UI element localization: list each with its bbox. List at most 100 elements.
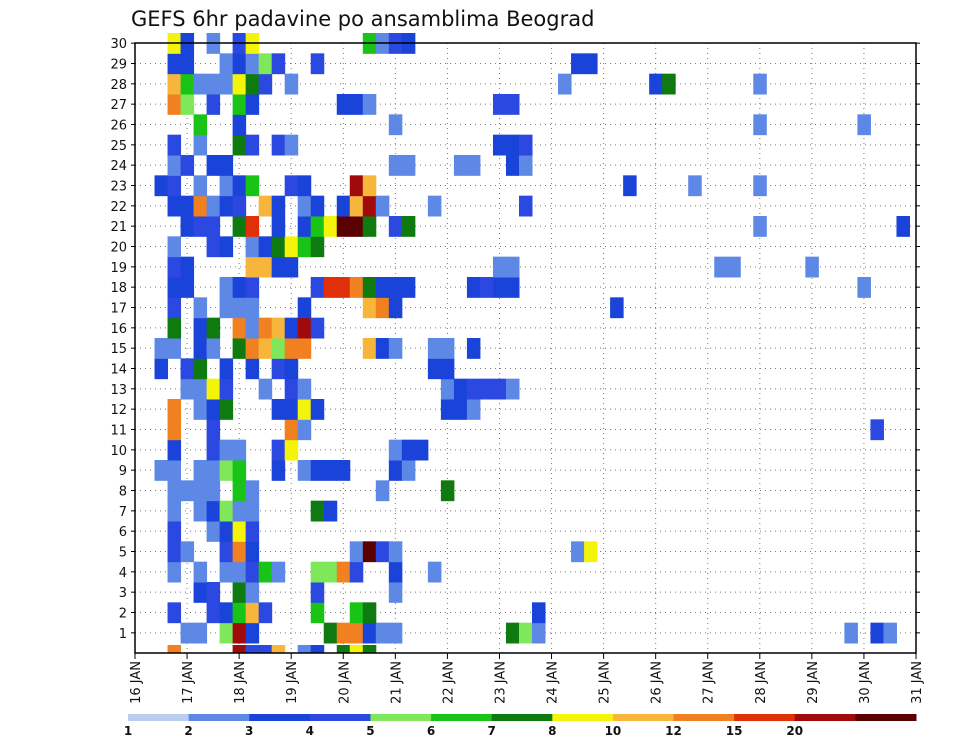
precip-cell — [206, 602, 221, 624]
precip-cell — [271, 460, 286, 481]
x-tick-label: 30 JAN — [858, 661, 873, 704]
precip-cell — [857, 114, 871, 136]
precip-cell — [180, 73, 195, 95]
precip-cell — [180, 216, 195, 237]
x-tick-label: 24 JAN — [546, 661, 561, 704]
precip-cell — [206, 338, 221, 359]
precip-cell — [284, 439, 299, 461]
precip-cell — [349, 541, 364, 563]
precip-cell — [388, 297, 403, 319]
x-tick-label: 29 JAN — [806, 661, 821, 704]
precip-cell — [206, 521, 221, 542]
precip-cell — [492, 94, 507, 115]
precip-cell — [466, 399, 481, 420]
precip-cell — [440, 338, 455, 359]
precip-cell — [206, 216, 221, 237]
precip-cell — [336, 561, 351, 583]
precip-cell — [219, 297, 234, 319]
precip-cell — [193, 480, 208, 502]
precip-cell — [505, 277, 520, 298]
colorbar-swatch — [734, 714, 796, 721]
precip-cell — [167, 602, 182, 624]
y-tick-label: 8 — [119, 485, 127, 500]
precip-cell-bottom — [336, 645, 351, 653]
precip-cell — [336, 277, 351, 298]
precip-cell — [167, 480, 182, 502]
precip-cell — [284, 399, 299, 420]
precip-cell — [193, 73, 208, 95]
y-tick-label: 16 — [110, 322, 127, 337]
precip-cell — [219, 602, 234, 624]
precip-cell — [245, 216, 260, 237]
colorbar-label: 7 — [488, 724, 496, 738]
precip-cell — [219, 358, 234, 380]
precip-cell — [362, 195, 377, 217]
precip-cell — [180, 541, 195, 563]
x-tick-label: 22 JAN — [441, 661, 456, 704]
x-tick-label: 17 JAN — [181, 661, 196, 704]
y-tick-label: 10 — [110, 444, 127, 459]
precip-cell — [349, 602, 364, 624]
colorbar-swatch — [794, 714, 856, 721]
precip-cell — [206, 195, 221, 217]
precip-cell — [167, 94, 182, 115]
precipitation-cells — [154, 33, 910, 653]
precip-cell — [479, 277, 494, 298]
precip-cell — [284, 419, 299, 441]
y-tick-label: 29 — [110, 58, 127, 73]
precip-cell — [271, 338, 286, 359]
precip-cell — [271, 399, 286, 420]
precip-cell — [310, 582, 325, 603]
precip-cell — [896, 216, 910, 237]
precip-cell — [375, 297, 390, 319]
precip-cell — [245, 561, 260, 583]
precip-cell — [219, 500, 234, 522]
precip-cell — [271, 317, 286, 339]
precip-cell — [362, 541, 377, 563]
precip-cell — [167, 277, 182, 298]
precip-cell — [245, 317, 260, 339]
precip-cell — [193, 460, 208, 481]
precip-cell — [167, 73, 182, 95]
colorbar-label: 10 — [605, 724, 622, 738]
precip-cell — [271, 256, 286, 278]
precip-cell — [336, 216, 351, 237]
precip-cell — [375, 480, 390, 502]
y-tick-label: 5 — [119, 546, 127, 561]
precip-cell — [258, 338, 273, 359]
precip-cell — [362, 277, 377, 298]
precip-cell-bottom — [167, 645, 182, 653]
precip-cell — [388, 277, 403, 298]
y-tick-label: 6 — [119, 525, 127, 540]
y-tick-label: 26 — [110, 119, 127, 134]
precip-cell — [388, 561, 403, 583]
y-tick-label: 19 — [110, 261, 127, 276]
precip-cell — [180, 155, 195, 176]
precip-cell — [193, 134, 208, 156]
precip-cell — [427, 195, 442, 217]
precip-cell — [388, 338, 403, 359]
precip-cell — [232, 297, 247, 319]
precip-cell — [206, 439, 221, 461]
precip-cell — [310, 317, 325, 339]
precip-cell — [466, 277, 481, 298]
precip-cell — [440, 480, 455, 502]
precip-cell — [271, 216, 286, 237]
precip-cell — [297, 419, 312, 441]
colorbar-swatch — [249, 714, 311, 721]
precip-cell — [323, 561, 338, 583]
y-tick-label: 1 — [119, 627, 127, 642]
precip-cell — [492, 378, 507, 400]
y-tick-label: 14 — [110, 363, 127, 378]
precip-cell — [714, 256, 728, 278]
precip-cell — [505, 94, 520, 115]
x-tick-label: 21 JAN — [389, 661, 404, 704]
precip-cell — [688, 175, 702, 197]
precip-cell — [180, 94, 195, 115]
precip-cell — [232, 582, 247, 603]
precip-cell-bottom — [362, 645, 377, 653]
precip-cell — [206, 419, 221, 441]
precip-cell — [232, 460, 247, 481]
precip-cell — [310, 53, 325, 75]
colorbar-swatch — [128, 714, 190, 721]
